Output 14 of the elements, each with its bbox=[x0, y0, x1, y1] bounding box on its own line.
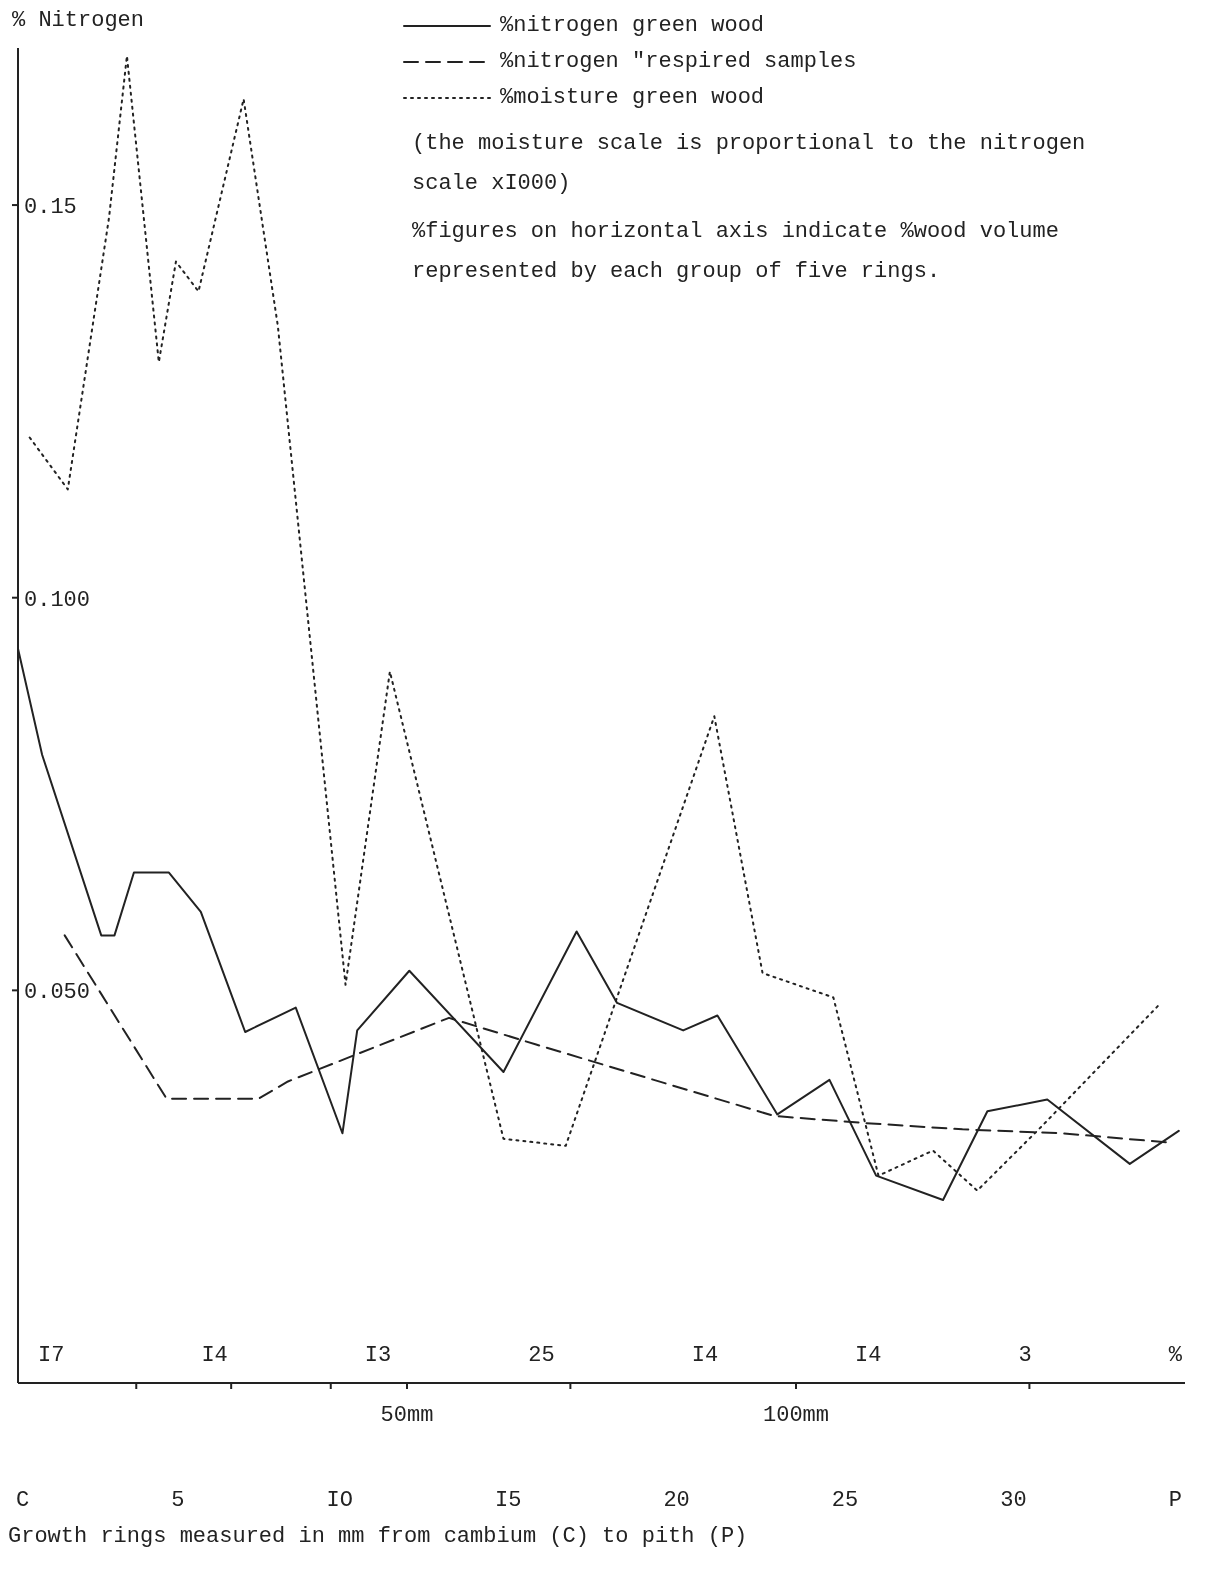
text: I7 I4 I3 25 I4 I4 3 % bbox=[38, 1343, 1182, 1368]
legend-label: %nitrogen "respired samples bbox=[500, 48, 857, 76]
x-axis-title: Growth rings measured in mm from cambium (C) to pith (P) bbox=[8, 1524, 748, 1549]
y-axis-title: % Nitrogen bbox=[12, 8, 145, 33]
annotation: %figures on horizontal axis indicate %wood volume represented by each group of five rings. bbox=[411, 218, 1060, 286]
x-tick-label: 50mm bbox=[380, 1403, 434, 1428]
legend-label: %nitrogen green wood bbox=[500, 12, 765, 40]
annotation: (the moisture scale is proportional to the nitrogen scale xI000) bbox=[411, 130, 1087, 198]
legend-label: %moisture green wood bbox=[500, 84, 765, 112]
y-tick-label: 0.100 bbox=[24, 587, 91, 613]
text: C 5 IO I5 20 25 30 P bbox=[16, 1488, 1182, 1513]
y-tick-label: 0.15 bbox=[24, 195, 77, 221]
y-tick-label: 0.050 bbox=[24, 980, 91, 1006]
x-tick-label: 100mm bbox=[762, 1403, 830, 1428]
